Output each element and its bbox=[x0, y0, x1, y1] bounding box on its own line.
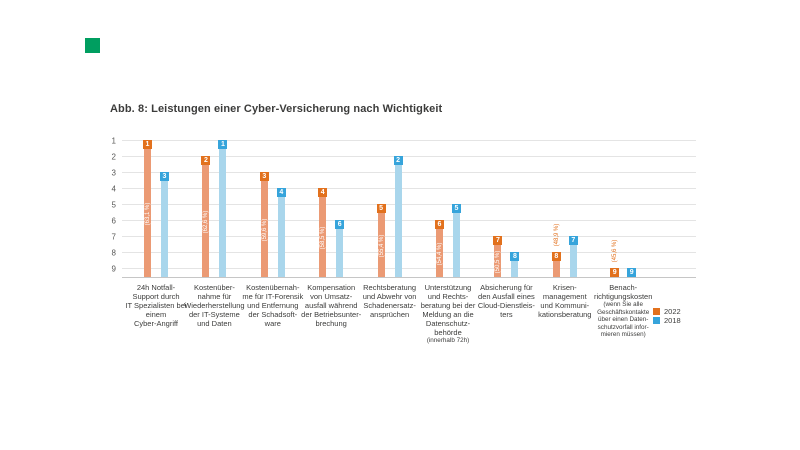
rank-badge-2022-cat2: 2 bbox=[201, 156, 211, 165]
category-label-cat2: Kostenüber- nahme für Wiederherstellung … bbox=[184, 283, 245, 328]
bar-2022-cat1 bbox=[144, 140, 151, 277]
bar-2018-cat3 bbox=[277, 188, 285, 277]
gridline-rank-8 bbox=[122, 252, 696, 253]
category-label-cat1: 24h Notfall- Support durch IT Spezialist… bbox=[125, 283, 187, 328]
y-tick-label-5: 5 bbox=[111, 200, 116, 210]
rank-badge-2018-cat4: 6 bbox=[335, 220, 345, 229]
y-tick-label-8: 8 bbox=[111, 248, 116, 258]
rank-badge-2018-cat7: 8 bbox=[510, 252, 520, 261]
bar-2022-cat6 bbox=[436, 220, 443, 277]
bar-2018-cat4 bbox=[336, 220, 344, 277]
percent-label-2022-cat2: (62,6 %) bbox=[203, 210, 210, 233]
y-tick-label-4: 4 bbox=[111, 184, 116, 194]
bar-2022-cat3 bbox=[260, 172, 268, 277]
brand-logo-square bbox=[85, 38, 100, 53]
y-tick-label-3: 3 bbox=[111, 168, 116, 178]
rank-badge-2022-cat9: 9 bbox=[610, 268, 620, 277]
legend-item-2022: 2022 bbox=[653, 307, 681, 316]
percent-label-2022-cat6: (54,4 %) bbox=[437, 242, 443, 265]
gridline-rank-6 bbox=[122, 220, 696, 221]
rank-badge-2018-cat9: 9 bbox=[627, 268, 637, 277]
category-label-cat5: Rechtsberatung und Abwehr von Schadeners… bbox=[362, 283, 417, 319]
legend-swatch-2018 bbox=[653, 317, 660, 324]
rank-badge-2022-cat6: 6 bbox=[435, 220, 444, 229]
bar-2022-cat7 bbox=[494, 236, 502, 277]
legend-swatch-2022 bbox=[653, 308, 660, 315]
category-note-cat6: (innerhalb 72h) bbox=[426, 337, 470, 344]
y-tick-label-9: 9 bbox=[111, 264, 116, 274]
bar-2018-cat5 bbox=[394, 156, 402, 277]
percent-label-2022-cat4: (58,5 %) bbox=[320, 226, 327, 249]
category-label-cat6: Unterstützung und Rechts- beratung bei d… bbox=[412, 283, 484, 345]
rank-badge-2022-cat7: 7 bbox=[493, 236, 503, 245]
bar-2022-cat4 bbox=[319, 188, 327, 277]
y-tick-label-6: 6 bbox=[111, 216, 116, 226]
rank-badge-2022-cat1: 1 bbox=[143, 140, 152, 149]
category-label-cat8: Krisen- management und Kommuni- kationsb… bbox=[538, 283, 592, 319]
gridline-rank-1 bbox=[122, 140, 696, 141]
gridline-rank-9 bbox=[122, 268, 696, 269]
bar-2022-cat5 bbox=[377, 204, 385, 277]
bar-2022-cat8 bbox=[552, 252, 560, 277]
rank-badge-2018-cat2: 1 bbox=[218, 140, 228, 149]
percent-label-2022-cat9: (45,6 %) bbox=[612, 239, 619, 263]
gridline-rank-3 bbox=[122, 172, 696, 173]
bar-2018-cat7 bbox=[511, 252, 519, 277]
rank-badge-2022-cat8: 8 bbox=[551, 252, 561, 261]
rank-badge-2018-cat5: 2 bbox=[393, 156, 403, 165]
legend-label-2018: 2018 bbox=[664, 316, 681, 325]
percent-label-2022-cat8: (48,9 %) bbox=[553, 223, 560, 247]
bar-2018-cat8 bbox=[569, 236, 577, 277]
category-label-cat3: Kostenübernah- me für IT-Forensik und En… bbox=[242, 283, 304, 328]
bar-2018-cat6 bbox=[453, 204, 460, 277]
rank-badge-2018-cat3: 4 bbox=[276, 188, 286, 197]
chart-title: Abb. 8: Leistungen einer Cyber-Versicher… bbox=[110, 103, 443, 115]
category-note-cat9: (wenn Sie alle Geschäftskontakte über ei… bbox=[597, 301, 650, 338]
y-tick-label-7: 7 bbox=[111, 232, 116, 242]
rank-badge-2018-cat6: 5 bbox=[452, 204, 461, 213]
gridline-rank-7 bbox=[122, 236, 696, 237]
legend-item-2018: 2018 bbox=[653, 316, 681, 325]
percent-label-2022-cat3: (59,6 %) bbox=[261, 218, 268, 241]
category-label-cat4: Kompensation von Umsatz- ausfall während… bbox=[301, 283, 362, 328]
rank-badge-2018-cat8: 7 bbox=[568, 236, 578, 245]
bar-2022-cat2 bbox=[202, 156, 210, 277]
bar-2018-cat2 bbox=[219, 140, 227, 277]
x-axis-line bbox=[122, 277, 696, 278]
bar-2018-cat1 bbox=[161, 172, 168, 277]
category-label-cat9: Benach- richtigungskosten (wenn Sie alle … bbox=[587, 283, 659, 339]
legend-label-2022: 2022 bbox=[664, 307, 681, 316]
gridline-rank-4 bbox=[122, 188, 696, 189]
rank-badge-2022-cat5: 5 bbox=[376, 204, 386, 213]
category-label-cat7: Absicherung für den Ausfall eines Cloud-… bbox=[477, 283, 535, 319]
gridline-rank-5 bbox=[122, 204, 696, 205]
y-tick-label-2: 2 bbox=[111, 152, 116, 162]
rank-badge-2018-cat1: 3 bbox=[160, 172, 169, 181]
legend: 2022 2018 bbox=[653, 307, 681, 325]
percent-label-2022-cat1: (63,1 %) bbox=[145, 202, 151, 225]
y-tick-label-1: 1 bbox=[111, 136, 116, 146]
percent-label-2022-cat5: (55,4 %) bbox=[378, 234, 385, 257]
percent-label-2022-cat7: (50,5 %) bbox=[495, 250, 502, 273]
gridline-rank-2 bbox=[122, 156, 696, 157]
rank-badge-2022-cat3: 3 bbox=[259, 172, 269, 181]
rank-badge-2022-cat4: 4 bbox=[318, 188, 328, 197]
